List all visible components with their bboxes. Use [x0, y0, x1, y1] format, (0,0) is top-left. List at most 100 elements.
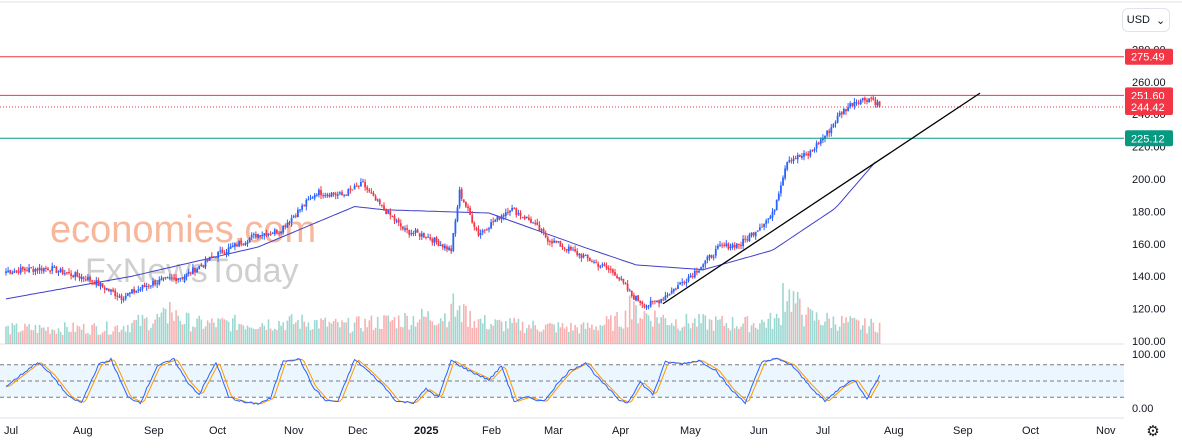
- candle: [628, 288, 631, 292]
- volume-bar: [593, 329, 595, 344]
- candle: [626, 280, 629, 292]
- volume-bar: [622, 328, 625, 344]
- candle: [538, 221, 541, 231]
- candle: [769, 214, 772, 220]
- candle: [748, 232, 751, 242]
- candle: [454, 218, 457, 237]
- volume-bar: [448, 321, 450, 344]
- volume-bar: [765, 327, 767, 344]
- volume-bar: [784, 311, 786, 344]
- candle: [410, 229, 413, 237]
- candle: [700, 266, 702, 271]
- candle: [271, 231, 274, 235]
- volume-bar: [301, 314, 303, 344]
- candle: [374, 194, 377, 201]
- candle: [269, 231, 272, 236]
- volume-bar: [78, 326, 81, 344]
- volume-bar: [103, 330, 106, 344]
- candle: [761, 223, 763, 228]
- volume-bar: [603, 324, 606, 344]
- candle: [286, 219, 289, 229]
- candle: [360, 178, 362, 187]
- volume-bar: [32, 330, 35, 344]
- volume-bar: [740, 326, 742, 344]
- volume-bar: [57, 328, 60, 344]
- volume-bar: [82, 323, 85, 344]
- candle: [788, 156, 791, 164]
- volume-bar: [242, 325, 245, 344]
- candle: [5, 268, 7, 276]
- volume-bar: [822, 325, 824, 344]
- volume-bar: [553, 324, 555, 344]
- candle: [490, 218, 492, 230]
- volume-bar: [108, 334, 110, 344]
- volume-bar: [290, 314, 293, 344]
- volume-bar: [137, 314, 140, 344]
- volume-bar: [28, 324, 30, 344]
- candle: [38, 263, 41, 275]
- volume-bar: [773, 318, 776, 344]
- candle: [378, 198, 381, 206]
- stochastic-band: [0, 364, 1124, 398]
- currency-label: USD: [1126, 14, 1150, 26]
- volume-bar: [318, 328, 320, 344]
- currency-selector[interactable]: USD ⌄: [1122, 8, 1170, 32]
- candle: [544, 230, 547, 239]
- candle: [330, 192, 333, 198]
- volume-bar: [706, 329, 709, 344]
- candle: [733, 242, 736, 251]
- candle: [32, 265, 35, 276]
- volume-bar: [809, 308, 812, 344]
- volume-bar: [269, 328, 272, 344]
- candle: [853, 98, 856, 110]
- candle: [278, 231, 280, 236]
- candle: [112, 287, 114, 293]
- candle: [305, 198, 308, 211]
- volume-bar: [337, 322, 339, 344]
- candle: [601, 262, 604, 268]
- time-axis[interactable]: Jul Aug Sep Oct Nov Dec 2025 Feb Mar Apr May Jun Jul…: [4, 425, 1116, 437]
- volume-bar: [805, 314, 807, 344]
- volume-bar: [227, 321, 230, 344]
- horizontal-levels[interactable]: [0, 56, 1124, 139]
- candle: [525, 216, 528, 219]
- candle: [357, 185, 360, 189]
- candle: [488, 226, 490, 233]
- volume-bar: [786, 301, 788, 344]
- candle: [351, 189, 354, 191]
- candle: [809, 149, 812, 158]
- volume-bar: [154, 319, 156, 344]
- candle: [28, 263, 30, 274]
- volume-bar: [677, 328, 679, 344]
- volume-bar: [502, 331, 505, 344]
- candle: [164, 276, 167, 280]
- candle: [263, 233, 266, 240]
- candle: [179, 277, 182, 282]
- candle: [204, 256, 207, 270]
- volume-bar: [248, 327, 251, 344]
- settings-icon[interactable]: ⚙: [1146, 423, 1160, 440]
- candle: [782, 175, 784, 186]
- volume-bar: [853, 317, 856, 344]
- candle: [227, 243, 230, 257]
- volume-bar: [36, 332, 39, 344]
- candle: [706, 255, 709, 264]
- candle: [135, 290, 138, 294]
- candle: [168, 273, 171, 281]
- volume-bar: [830, 327, 833, 344]
- volume-bar: [652, 326, 654, 344]
- volume-bar: [139, 326, 142, 344]
- volume-bar: [656, 317, 658, 344]
- price-axis[interactable]: 100.00120.00140.00160.00180.00200.00220.…: [1124, 36, 1182, 415]
- candle: [26, 266, 28, 272]
- candle: [318, 188, 320, 198]
- candle: [126, 292, 129, 297]
- volume-bar: [341, 320, 343, 344]
- candle: [208, 256, 211, 261]
- candle: [446, 244, 448, 253]
- candle: [355, 182, 358, 187]
- trendline[interactable]: [662, 92, 981, 305]
- volume-bar: [376, 316, 379, 344]
- volume-bar: [150, 327, 152, 344]
